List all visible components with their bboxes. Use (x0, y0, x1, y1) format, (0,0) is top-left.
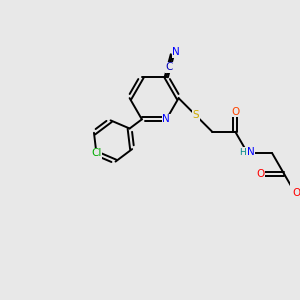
Text: H: H (239, 148, 246, 157)
Text: O: O (292, 188, 300, 198)
Text: O: O (231, 106, 239, 117)
Text: O: O (256, 169, 265, 179)
Text: N: N (247, 146, 254, 157)
Text: C: C (165, 62, 173, 72)
Text: S: S (193, 110, 199, 121)
Text: N: N (172, 47, 180, 57)
Text: N: N (163, 114, 170, 124)
Text: Cl: Cl (91, 148, 102, 158)
